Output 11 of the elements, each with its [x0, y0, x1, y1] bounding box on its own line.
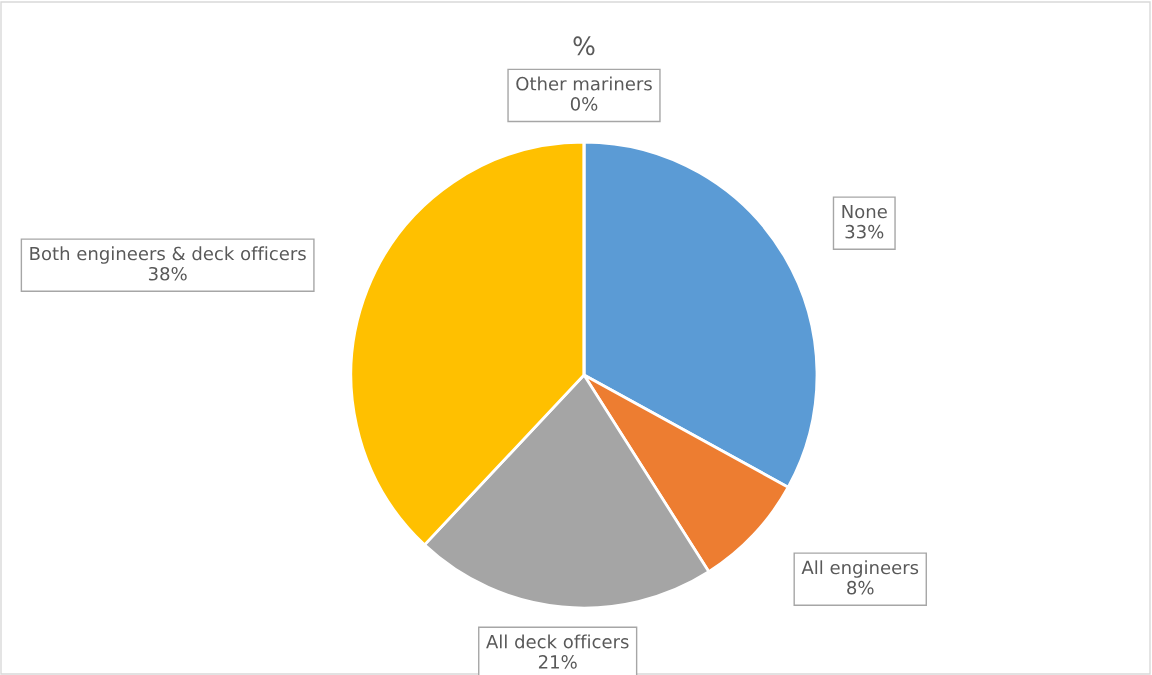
slice-label: All engineers	[801, 560, 919, 578]
chart-title: %	[573, 36, 595, 56]
category-label: Other mariners	[516, 76, 652, 91]
data-label: 8%	[847, 580, 874, 595]
data-label: 21%	[538, 655, 577, 669]
slice-label: Both engineers & deck officers	[30, 246, 306, 264]
data-label: 33%	[845, 224, 884, 239]
slice-label: All deck officers	[486, 634, 629, 649]
data-label: 38%	[148, 266, 187, 281]
slice-label: None	[842, 204, 887, 219]
text: 0%	[570, 97, 598, 111]
